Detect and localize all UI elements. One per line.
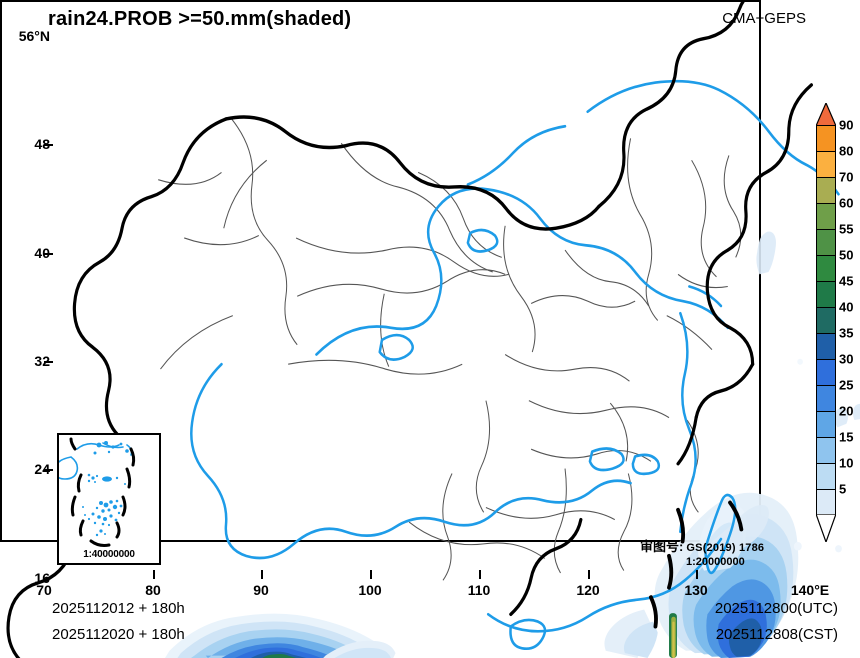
colorbar-tick-label: 20 (839, 403, 854, 419)
colorbar-swatch (816, 437, 836, 463)
xtick-110: 110 (467, 582, 491, 598)
colorbar-under-arrow (816, 514, 836, 542)
colorbar-swatch (816, 333, 836, 359)
ytick-24: 24 (34, 461, 50, 477)
footer-valid-time-utc: 2025112800(UTC) (714, 600, 838, 617)
colorbar-tick-label: 45 (839, 273, 854, 289)
ytick-mark (44, 469, 53, 471)
colorbar-swatch (816, 281, 836, 307)
model-label: CMA−GEPS (722, 10, 806, 27)
xtick-mark (261, 570, 263, 579)
colorbar-tick-label: 40 (839, 299, 854, 315)
xtick-mark (696, 570, 698, 579)
colorbar-tick-label: 5 (839, 481, 847, 497)
ytick-32: 32 (34, 353, 50, 369)
ytick-mark (44, 144, 53, 146)
footer-valid-time-cst: 2025112808(CST) (715, 626, 838, 643)
colorbar-tick-label: 55 (839, 221, 854, 237)
xtick-mark (479, 570, 481, 579)
inset-map-graphic (59, 437, 136, 547)
colorbar-tick-label: 10 (839, 455, 854, 471)
colorbar-tick-label: 80 (839, 143, 854, 159)
ytick-40: 40 (34, 245, 50, 261)
approval-scale: 1:20000000 (686, 556, 745, 568)
colorbar-tick-label: 70 (839, 169, 854, 185)
xtick-120: 120 (576, 582, 600, 598)
colorbar-swatch (816, 125, 836, 151)
inset-dashed-boundary (69, 437, 136, 547)
shaded-field-western-pacific (707, 231, 860, 560)
colorbar-swatch (816, 385, 836, 411)
colorbar-swatch (816, 229, 836, 255)
inset-islands (82, 441, 129, 537)
south-china-sea-inset-map: 1:40000000 (57, 433, 161, 565)
inset-scale-label: 1:40000000 (83, 549, 135, 560)
colorbar-swatch (816, 489, 836, 515)
ytick-48: 48 (34, 136, 50, 152)
colorbar-swatch (816, 411, 836, 437)
footer-init-time-utc: 2025112012 + 180h (52, 600, 185, 617)
xtick-100: 100 (358, 582, 382, 598)
colorbar-swatch (816, 203, 836, 229)
ytick-mark (44, 361, 53, 363)
xtick-mark (588, 570, 590, 579)
colorbar-tick-label: 25 (839, 377, 854, 393)
page-title: rain24.PROB >=50.mm(shaded) (48, 8, 352, 30)
ytick-16: 16 (34, 570, 50, 586)
xtick-mark (370, 570, 372, 579)
colorbar (816, 125, 836, 515)
approval-number: GS(2019) 1786 (686, 542, 765, 554)
xtick-130: 130 (684, 582, 708, 598)
ytick-mark (44, 253, 53, 255)
approval-label: 审图号: (640, 539, 684, 554)
south-china-sea-dashed-boundary (649, 500, 744, 629)
colorbar-swatch (816, 255, 836, 281)
xtick-140: 140°E (790, 582, 830, 598)
xtick-80: 80 (145, 582, 161, 598)
colorbar-tick-label: 35 (839, 325, 854, 341)
colorbar-swatch (816, 177, 836, 203)
national-boundary (6, 0, 813, 658)
colorbar-tick-label: 60 (839, 195, 854, 211)
xtick-mark (153, 570, 155, 579)
colorbar-swatch (816, 359, 836, 385)
footer-init-time-cst: 2025112020 + 180h (52, 626, 185, 643)
colorbar-swatch (816, 307, 836, 333)
colorbar-swatch (816, 463, 836, 489)
colorbar-over-arrow (816, 103, 836, 126)
colorbar-tick-label: 15 (839, 429, 854, 445)
colorbar-tick-label: 50 (839, 247, 854, 263)
colorbar-swatch (816, 151, 836, 177)
map-approval-number: 审图号: GS(2019) 1786 1:20000000 (640, 540, 764, 569)
ytick-56n: 56°N (18, 28, 50, 44)
colorbar-tick-label: 90 (839, 117, 854, 133)
colorbar-tick-label: 30 (839, 351, 854, 367)
shaded-field-himalaya-south (164, 613, 396, 658)
xtick-70: 70 (36, 582, 52, 598)
xtick-90: 90 (253, 582, 269, 598)
